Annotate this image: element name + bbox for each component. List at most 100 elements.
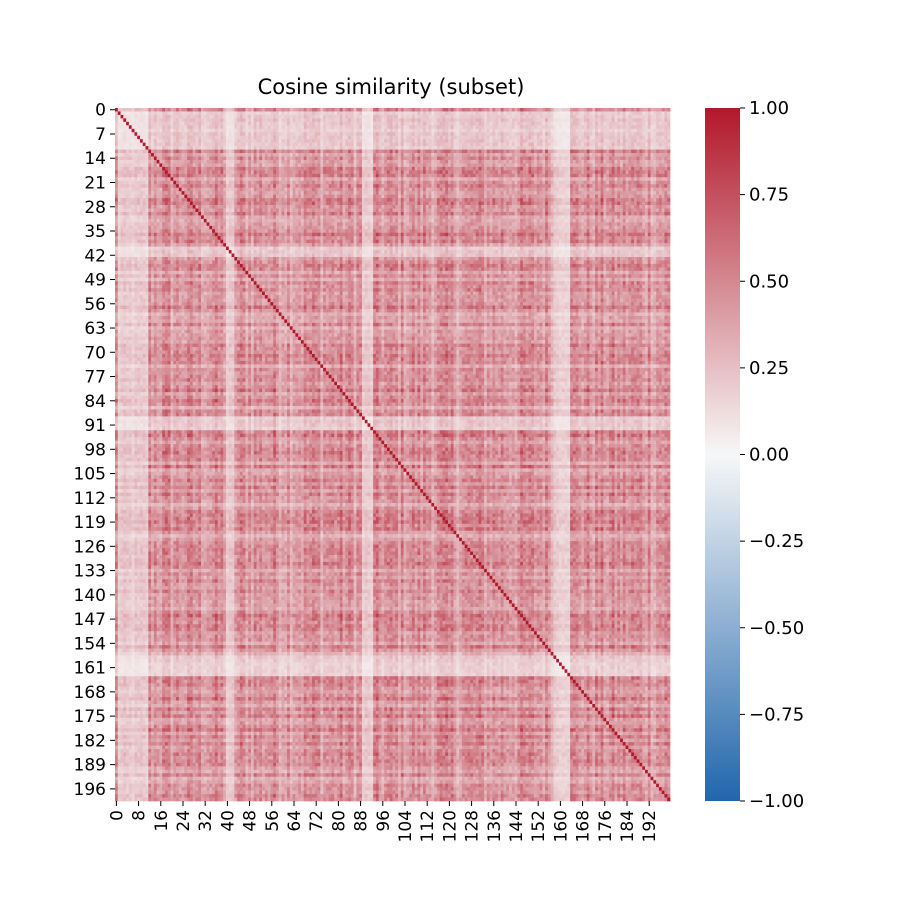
heatmap-cell [509,170,513,175]
heatmap-cell [373,114,377,119]
heatmap-cell [275,170,280,175]
heatmap-cell [212,166,216,171]
heatmap-cell [250,149,255,154]
heatmap-cell [647,132,651,137]
heatmap-cell [128,135,132,140]
heatmap-cell [223,173,227,178]
heatmap-cell [289,170,293,175]
heatmap-cell [586,125,590,130]
heatmap-cell [484,139,488,143]
heatmap-cell [337,180,341,185]
heatmap-cell [517,184,521,189]
heatmap-cell [514,142,518,147]
heatmap-cell [306,149,310,154]
heatmap-cell [375,139,379,143]
heatmap-cell [420,156,424,161]
heatmap-cell [456,180,460,185]
heatmap-cell [467,146,471,150]
heatmap-cell [178,184,182,189]
heatmap-cell [267,132,271,137]
heatmap-cell [583,170,588,175]
heatmap-cell [145,177,149,182]
heatmap-cell [503,111,507,116]
heatmap-cell [442,187,446,192]
heatmap-cell [239,121,243,126]
heatmap-cell [239,118,243,123]
heatmap-cell [320,173,324,178]
heatmap-cell [550,121,554,126]
heatmap-cell [337,111,341,116]
heatmap-cell [497,156,502,161]
heatmap-cell [337,163,341,168]
heatmap-cell [481,180,485,185]
heatmap-cell [228,125,232,130]
heatmap-cell [237,111,241,116]
heatmap-cell [658,177,663,182]
heatmap-cell [545,166,549,171]
heatmap-cell [117,159,121,164]
heatmap-cell [267,170,271,175]
heatmap-cell [484,121,488,126]
heatmap-cell [600,142,604,147]
heatmap-cell [189,142,194,147]
heatmap-cell [337,132,341,137]
heatmap-cell [436,159,441,164]
heatmap-cell [489,163,493,168]
heatmap-cell [248,146,252,150]
heatmap-cell [389,108,393,112]
heatmap-cell [628,166,632,171]
heatmap-cell [273,153,277,157]
heatmap-cell [436,125,441,130]
heatmap-cell [575,142,579,147]
heatmap-cell [284,180,288,185]
heatmap-cell [400,139,404,143]
heatmap-cell [317,114,321,119]
heatmap-cell [223,128,227,133]
heatmap-cell [120,128,124,133]
heatmap-cell [511,128,515,133]
heatmap-cell [586,149,590,154]
heatmap-cell [378,149,382,154]
heatmap-cell [234,128,238,133]
heatmap-cell [600,170,604,175]
heatmap-cell [273,146,277,150]
heatmap-cell [176,187,180,192]
heatmap-cell [239,163,243,168]
heatmap-cell [656,132,660,137]
heatmap-cell [414,170,418,175]
heatmap-cell [664,187,668,192]
heatmap-cell [223,163,227,168]
heatmap-cell [151,125,155,130]
heatmap-cell [176,125,180,130]
heatmap-cell [492,121,496,126]
heatmap-cell [328,132,332,137]
heatmap-cell [350,170,354,175]
heatmap-cell [128,108,132,112]
heatmap-cell [456,153,460,157]
heatmap-cell [128,159,132,164]
heatmap-cell [506,132,510,137]
heatmap-cell [470,156,474,161]
heatmap-cell [170,146,174,150]
heatmap-cell [664,121,668,126]
heatmap-cell [375,180,379,185]
heatmap-cell [439,111,443,116]
heatmap-cell [467,139,471,143]
heatmap-cell [511,121,515,126]
heatmap-cell [442,149,446,154]
heatmap-cell [398,114,402,119]
heatmap-cell [559,173,563,178]
heatmap-cell [353,173,357,178]
heatmap-cell [176,163,180,168]
heatmap-cell [123,187,127,192]
heatmap-cell [664,156,668,161]
heatmap-cell [320,111,324,116]
heatmap-cell [159,118,163,123]
heatmap-cell [378,173,382,178]
heatmap-cell [312,128,316,133]
heatmap-cell [234,177,238,182]
heatmap-cell [234,114,238,119]
heatmap-cell [559,114,563,119]
heatmap-cell [492,187,496,192]
heatmap-cell [237,166,241,171]
